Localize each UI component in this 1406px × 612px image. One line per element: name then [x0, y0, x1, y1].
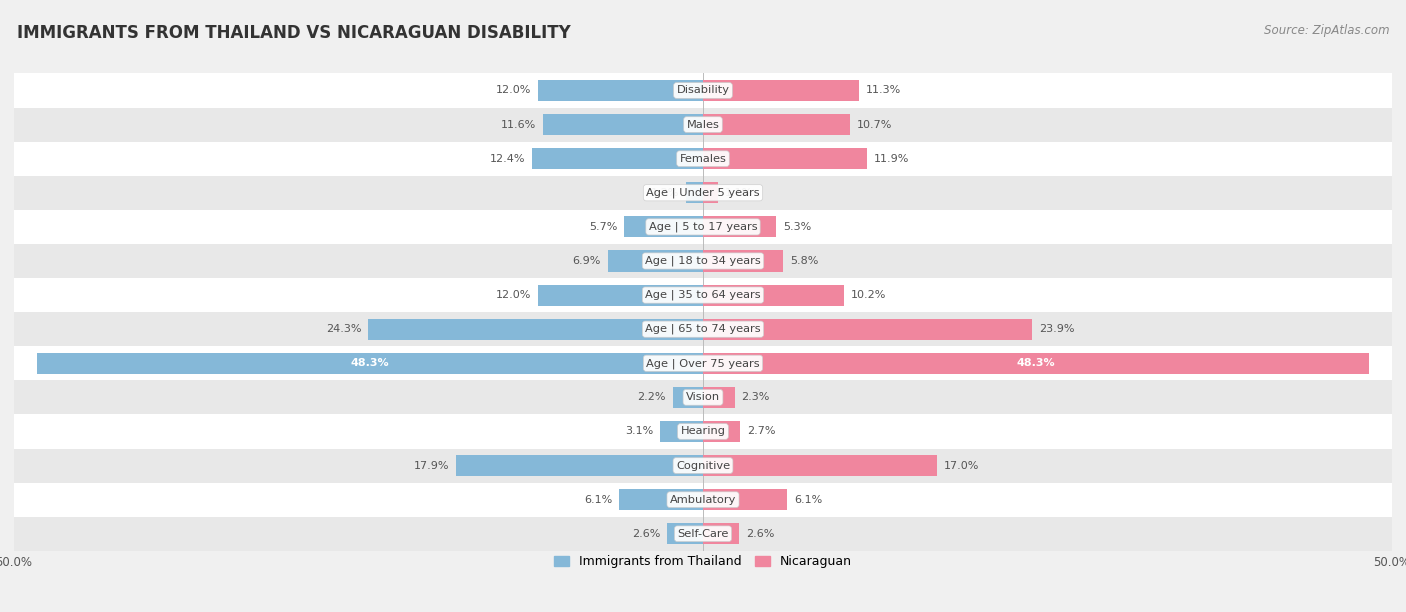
Bar	[703, 319, 1032, 340]
Bar	[661, 421, 703, 442]
Bar	[368, 319, 703, 340]
Bar	[14, 73, 1392, 108]
Bar	[703, 523, 738, 544]
Bar	[703, 80, 859, 101]
Bar	[703, 148, 868, 170]
Bar	[14, 141, 1392, 176]
Text: 2.6%: 2.6%	[631, 529, 661, 539]
Bar	[703, 182, 718, 203]
Text: 5.3%: 5.3%	[783, 222, 811, 232]
Bar	[14, 449, 1392, 483]
Bar	[703, 455, 938, 476]
Bar	[14, 244, 1392, 278]
Bar	[14, 380, 1392, 414]
Text: 2.7%: 2.7%	[747, 427, 776, 436]
Bar	[686, 182, 703, 203]
Bar	[531, 148, 703, 170]
Bar	[543, 114, 703, 135]
Text: 24.3%: 24.3%	[326, 324, 361, 334]
Bar	[703, 114, 851, 135]
Text: 11.6%: 11.6%	[501, 119, 536, 130]
Text: 3.1%: 3.1%	[626, 427, 654, 436]
Bar	[14, 483, 1392, 517]
Text: IMMIGRANTS FROM THAILAND VS NICARAGUAN DISABILITY: IMMIGRANTS FROM THAILAND VS NICARAGUAN D…	[17, 24, 571, 42]
Text: Age | 5 to 17 years: Age | 5 to 17 years	[648, 222, 758, 232]
Bar	[14, 346, 1392, 380]
Legend: Immigrants from Thailand, Nicaraguan: Immigrants from Thailand, Nicaraguan	[550, 550, 856, 573]
Bar	[703, 216, 776, 237]
Text: 6.9%: 6.9%	[572, 256, 600, 266]
Bar	[619, 489, 703, 510]
Text: 6.1%: 6.1%	[583, 494, 612, 505]
Text: Age | Over 75 years: Age | Over 75 years	[647, 358, 759, 368]
Text: 5.7%: 5.7%	[589, 222, 617, 232]
Text: 48.3%: 48.3%	[1017, 358, 1054, 368]
Text: 48.3%: 48.3%	[352, 358, 389, 368]
Text: 12.4%: 12.4%	[489, 154, 526, 163]
Text: Females: Females	[679, 154, 727, 163]
Text: 17.0%: 17.0%	[945, 461, 980, 471]
Text: Age | 35 to 64 years: Age | 35 to 64 years	[645, 290, 761, 300]
Text: Source: ZipAtlas.com: Source: ZipAtlas.com	[1264, 24, 1389, 37]
Bar	[624, 216, 703, 237]
Text: 5.8%: 5.8%	[790, 256, 818, 266]
Text: 6.1%: 6.1%	[794, 494, 823, 505]
Text: Age | 65 to 74 years: Age | 65 to 74 years	[645, 324, 761, 334]
Text: 2.3%: 2.3%	[741, 392, 770, 402]
Bar	[703, 285, 844, 305]
Text: 11.3%: 11.3%	[866, 86, 901, 95]
Text: Self-Care: Self-Care	[678, 529, 728, 539]
Text: Age | Under 5 years: Age | Under 5 years	[647, 187, 759, 198]
Bar	[703, 387, 735, 408]
Bar	[668, 523, 703, 544]
Bar	[14, 108, 1392, 141]
Bar	[607, 250, 703, 272]
Text: 12.0%: 12.0%	[495, 290, 531, 300]
Text: 17.9%: 17.9%	[413, 461, 450, 471]
Bar	[537, 80, 703, 101]
Bar	[703, 489, 787, 510]
Text: 12.0%: 12.0%	[495, 86, 531, 95]
Bar	[14, 210, 1392, 244]
Text: 1.1%: 1.1%	[725, 188, 754, 198]
Bar	[14, 176, 1392, 210]
Bar	[14, 414, 1392, 449]
Bar	[14, 278, 1392, 312]
Text: 2.6%: 2.6%	[745, 529, 775, 539]
Text: Males: Males	[686, 119, 720, 130]
Text: 10.7%: 10.7%	[858, 119, 893, 130]
Text: Hearing: Hearing	[681, 427, 725, 436]
Text: 1.2%: 1.2%	[651, 188, 679, 198]
Text: Ambulatory: Ambulatory	[669, 494, 737, 505]
Text: Cognitive: Cognitive	[676, 461, 730, 471]
Text: 10.2%: 10.2%	[851, 290, 886, 300]
Bar	[703, 250, 783, 272]
Bar	[672, 387, 703, 408]
Bar	[703, 353, 1368, 374]
Bar	[703, 421, 740, 442]
Bar	[537, 285, 703, 305]
Text: 2.2%: 2.2%	[637, 392, 666, 402]
Text: Vision: Vision	[686, 392, 720, 402]
Bar	[38, 353, 703, 374]
Text: Disability: Disability	[676, 86, 730, 95]
Bar	[14, 312, 1392, 346]
Text: Age | 18 to 34 years: Age | 18 to 34 years	[645, 256, 761, 266]
Text: 11.9%: 11.9%	[875, 154, 910, 163]
Bar	[457, 455, 703, 476]
Text: 23.9%: 23.9%	[1039, 324, 1074, 334]
Bar	[14, 517, 1392, 551]
